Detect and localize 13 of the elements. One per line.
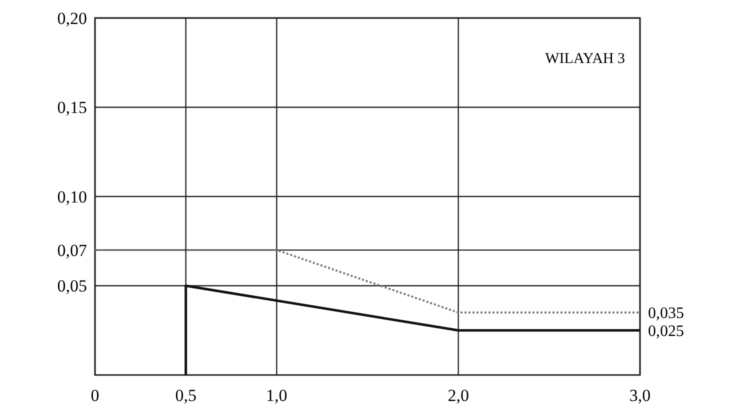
y-tick-label: 0,07: [57, 241, 88, 260]
x-tick-label: 0: [90, 386, 100, 405]
x-tick-label: 3,0: [629, 386, 651, 405]
annotation: 0,025: [648, 322, 684, 340]
x-tick-label: 2,0: [448, 386, 469, 405]
text: WILAYAH 3: [545, 51, 625, 67]
y-tick-label: 0,05: [57, 276, 87, 296]
y-tick-label: 0,15: [57, 98, 87, 118]
x-tick-label: 1,0: [266, 386, 288, 405]
y-tick-label: 0,20: [57, 8, 87, 28]
x-tick-label: 0,5: [175, 386, 196, 405]
y-tick-label: 0,10: [57, 187, 87, 206]
annotation: 0,035: [648, 305, 684, 322]
